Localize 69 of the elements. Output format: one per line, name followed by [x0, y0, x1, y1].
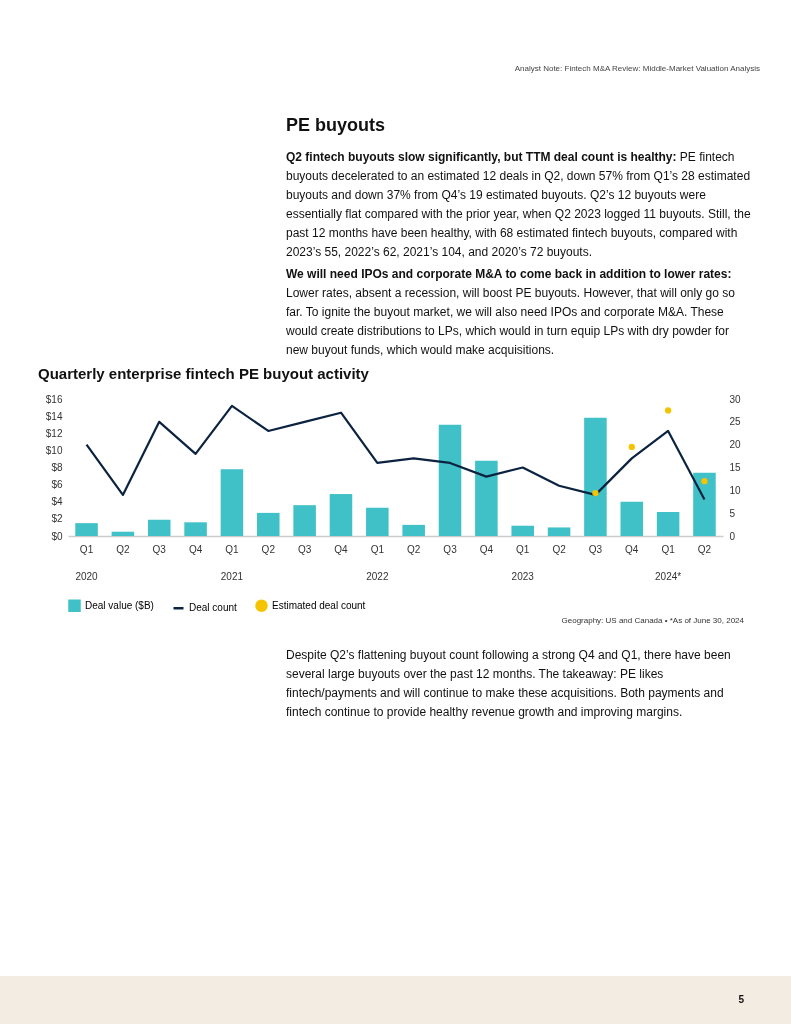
legend-label: Deal value ($B) [85, 599, 154, 611]
y2-tick-label: 10 [729, 484, 742, 496]
bar [693, 472, 716, 536]
y-tick-label: $0 [51, 530, 63, 542]
text: Lower rates, absent a recession, will boost PE buyouts. However, that will only go so far. To ignite the buyout market, we will also need IPOs and corporate M&A. These would create distributions to LPs, which would in turn equip LPs with dry powder for new buyout funds, which would make acquisitions. [286, 286, 735, 357]
bar [402, 524, 425, 536]
x-tick-label: Q2 [116, 543, 130, 555]
text: Despite Q2’s flattening buyout count following a strong Q4 and Q1, there have been several large buyouts over the past 12 months. The takeaway: PE likes fintech/payments and will continue to make these acquisitions. Both payments and fintech continue to provide healthy revenue growth and improving margins. [286, 647, 732, 721]
x-tick-label: Q4 [625, 543, 639, 555]
x-tick-label: Q3 [152, 543, 167, 555]
line-series [85, 404, 706, 501]
x-tick-label: Q3 [588, 543, 603, 555]
bar [293, 505, 316, 536]
bar [329, 494, 353, 536]
point [628, 443, 635, 451]
y-tick-label: $2 [51, 513, 63, 525]
category-label: Q1 2024* [655, 543, 682, 582]
text: Analyst Note: Fintech M&A Review: Middle-Market Valuation Analysis [513, 64, 760, 73]
category-label: Q1 2023 [511, 543, 534, 582]
chart-title: Quarterly enterprise fintech PE buyout activity [38, 365, 370, 382]
text: Geography: US and Canada • *As of June 30, 2024 [400, 616, 744, 625]
y2-tick-label: 0 [729, 530, 736, 542]
bar [184, 522, 207, 536]
x-tick-label: Q4 [188, 543, 203, 555]
x-tick-label: Q2 [407, 543, 421, 555]
x-tick-label: Q2 [697, 543, 712, 555]
x-tick-label: Q3 [443, 543, 458, 555]
bar [111, 531, 135, 536]
point [664, 407, 672, 414]
text: PE buyouts [286, 115, 386, 136]
bar [584, 417, 607, 536]
bar [147, 519, 171, 536]
text: 5 [737, 994, 744, 1005]
y-tick-label: $12 [45, 427, 63, 439]
bar [438, 424, 462, 536]
x-tick-label: Q4 [334, 543, 349, 555]
y-tick-label: $10 [45, 444, 63, 456]
category-label: Q1 2022 [366, 543, 389, 582]
bar [547, 527, 571, 536]
y-tick-label: $4 [51, 496, 63, 508]
legend-label: Estimated deal count [272, 599, 366, 611]
x-tick-label: Q4 [479, 543, 494, 555]
bar [75, 523, 98, 536]
y2-tick-label: 20 [729, 439, 742, 451]
y2-tick-label: 5 [729, 507, 736, 519]
y-tick-label: $6 [51, 479, 63, 491]
y-tick-label: $14 [45, 410, 63, 422]
text: We will need IPOs and corporate M&A to come back in addition to lower rates: [286, 267, 732, 281]
point [701, 478, 708, 485]
bar [656, 512, 680, 536]
bar [620, 501, 644, 536]
x-tick-label: Q2 [261, 543, 276, 555]
x-tick-label: Q3 [297, 543, 312, 555]
point [592, 489, 599, 497]
category-label: Q1 2021 [220, 543, 244, 582]
bar [366, 507, 389, 536]
y-tick-label: $16 [45, 393, 63, 405]
text: Q2 fintech buyouts slow significantly, but TTM deal count is healthy: [286, 150, 678, 164]
y-tick-label: $8 [51, 462, 63, 473]
bar [475, 460, 498, 536]
bar [220, 469, 244, 536]
legend-label: Deal count [189, 602, 238, 614]
y2-tick-label: 30 [729, 393, 742, 405]
y2-tick-label: 25 [729, 416, 742, 428]
bar [511, 525, 534, 536]
y2-tick-label: 15 [729, 462, 742, 473]
x-tick-label: Q2 [552, 543, 567, 555]
bar [257, 512, 280, 536]
category-label: Q1 2020 [75, 543, 98, 582]
